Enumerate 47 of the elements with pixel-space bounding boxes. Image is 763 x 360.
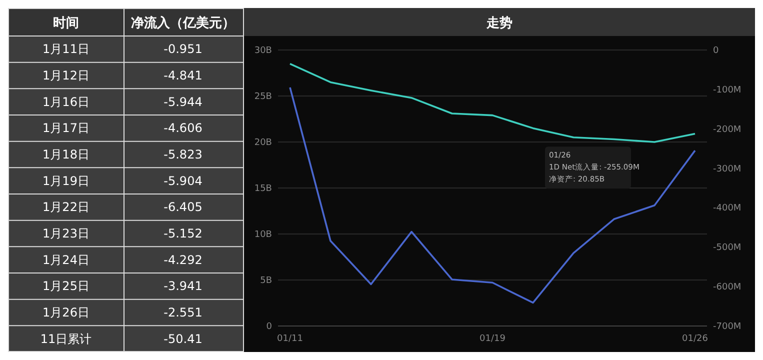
y2-tick-label: -600M: [713, 282, 742, 293]
data-label: -4.292: [164, 252, 202, 267]
text: 净流入（亿美元）: [131, 15, 235, 31]
text: 时间: [53, 16, 79, 31]
chart-title: 走势: [486, 15, 512, 31]
y2-tick-label: -300M: [713, 164, 742, 174]
line-series: [289, 86, 696, 304]
y-tick-label: 20B: [254, 138, 272, 148]
data-label: -4.606: [164, 121, 202, 136]
data-label: -6.405: [164, 200, 202, 214]
category-label: 1月26日: [42, 306, 90, 320]
category-label: 1月25日: [42, 279, 90, 294]
data-label: -5.944: [164, 94, 202, 109]
category-label: 11日累计: [40, 332, 92, 346]
y-tick-label: 25B: [254, 92, 272, 102]
category-label: 1月12日: [42, 68, 90, 82]
data-label: -3.941: [164, 279, 202, 294]
y-tick-label: 15B: [254, 184, 272, 194]
y2-tick-label: 0: [713, 46, 719, 56]
y-tick-label: 30B: [254, 46, 272, 56]
data-label: -5.823: [164, 148, 202, 162]
category-label: 1月11日: [42, 42, 90, 56]
line-series: [289, 62, 696, 143]
data-label: -4.841: [164, 68, 202, 82]
y2-tick-label: -400M: [713, 204, 742, 214]
category-label: 1月23日: [42, 226, 90, 240]
category-label: 1月22日: [42, 200, 90, 214]
category-label: 1月24日: [42, 252, 90, 267]
category-label: 1月17日: [42, 121, 90, 136]
data-label: -0.951: [164, 42, 202, 56]
category-label: 1月16日: [42, 94, 90, 109]
data-label: -2.551: [164, 306, 202, 320]
data-label: -50.41: [164, 332, 202, 346]
x-tick-label: 01/11: [277, 334, 303, 344]
y-tick-label: 5B: [260, 276, 272, 286]
data-label: -5.904: [164, 174, 202, 188]
x-tick-label: 01/26: [682, 334, 708, 344]
y-tick-label: 10B: [254, 230, 272, 240]
y2-tick-label: -200M: [713, 124, 742, 135]
category-label: 1月19日: [42, 174, 90, 188]
x-tick-label: 01/19: [480, 334, 506, 344]
data-label: -5.152: [164, 226, 202, 240]
y2-tick-label: -100M: [713, 85, 742, 96]
y-tick-label: 0: [266, 322, 272, 332]
y2-tick-label: -700M: [713, 322, 742, 332]
y2-tick-label: -500M: [713, 243, 742, 254]
category-label: 1月18日: [42, 148, 90, 162]
